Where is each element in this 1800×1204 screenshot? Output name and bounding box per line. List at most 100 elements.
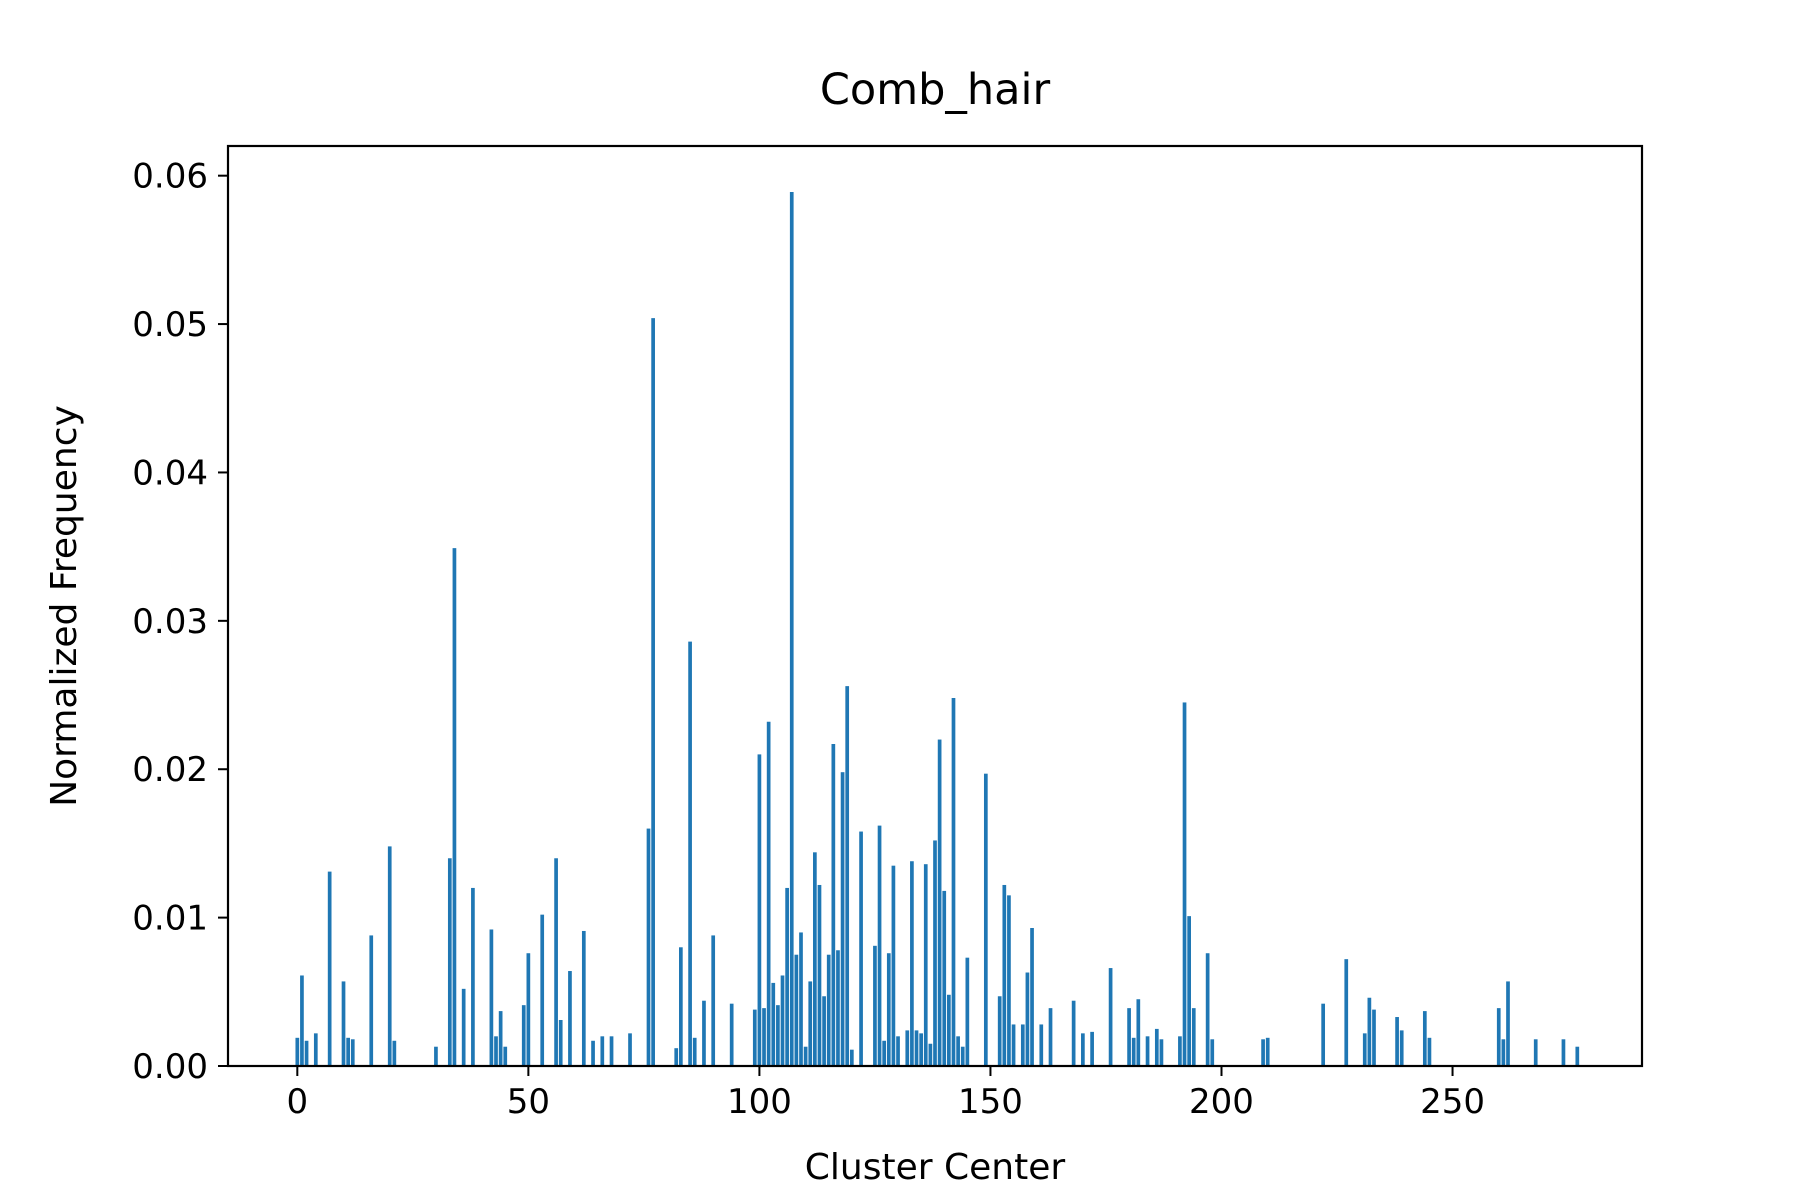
bar (873, 945, 877, 1066)
bar (1030, 928, 1034, 1066)
bar (1561, 1039, 1566, 1066)
bar (503, 1046, 508, 1066)
bar (1187, 916, 1191, 1066)
bar (771, 982, 776, 1066)
bar (817, 884, 822, 1066)
bar (1159, 1039, 1164, 1066)
y-tick-label: 0.01 (132, 899, 208, 939)
bar (905, 1030, 910, 1066)
bar (1182, 702, 1187, 1066)
plot-frame (226, 144, 1644, 1068)
bar (951, 698, 956, 1066)
bars-layer (295, 192, 1580, 1066)
bar (937, 739, 942, 1066)
bar (1210, 1039, 1215, 1066)
bar (896, 1036, 900, 1066)
bar (498, 1011, 503, 1066)
bar (300, 975, 304, 1066)
bar (849, 1049, 854, 1066)
bar (836, 950, 840, 1066)
bar (679, 947, 683, 1066)
bar (674, 1048, 679, 1066)
bar (785, 887, 789, 1066)
bar (581, 930, 586, 1066)
bar (313, 1033, 318, 1066)
bar (346, 1037, 350, 1066)
bar (1011, 1024, 1016, 1066)
bar (826, 954, 831, 1066)
bar (1427, 1037, 1432, 1066)
x-tick-label: 0 (286, 1082, 308, 1122)
bar (891, 865, 896, 1066)
bar (1321, 1003, 1326, 1066)
y-tick-label: 0.00 (132, 1047, 208, 1087)
bar (1367, 997, 1372, 1066)
y-axis-ticks: 0.00 0.01 0.02 0.03 0.04 0.05 0.06 (132, 157, 228, 1087)
bar (1071, 1000, 1076, 1066)
bar (1178, 1036, 1182, 1066)
y-tick-label: 0.04 (132, 453, 208, 493)
bar (1501, 1039, 1506, 1066)
bar (628, 1033, 632, 1066)
bar (1575, 1046, 1580, 1066)
y-tick-label: 0.02 (132, 750, 208, 790)
bar (461, 988, 466, 1066)
bar (766, 721, 771, 1066)
bar (688, 641, 692, 1066)
bar (1362, 1033, 1367, 1066)
bar (471, 887, 475, 1066)
bar (327, 871, 332, 1066)
x-tick-label: 200 (1189, 1082, 1254, 1122)
bar (956, 1036, 960, 1066)
bar (1399, 1030, 1404, 1066)
bar (646, 828, 651, 1066)
bar (1002, 884, 1007, 1066)
bar (1372, 1009, 1376, 1066)
bar (350, 1039, 355, 1066)
bar (1261, 1039, 1265, 1066)
bar (910, 861, 914, 1066)
bar (1145, 1036, 1150, 1066)
bar (452, 548, 457, 1066)
bar (1025, 972, 1030, 1066)
bar (494, 1036, 498, 1066)
bar (392, 1040, 397, 1066)
bar (1108, 968, 1113, 1066)
bar (1506, 981, 1510, 1066)
bar (526, 953, 531, 1066)
bar (983, 773, 988, 1066)
bar (923, 864, 928, 1066)
bar (942, 890, 947, 1066)
bar (692, 1037, 697, 1066)
bar (609, 1036, 614, 1066)
bar (877, 825, 882, 1066)
bar (1039, 1024, 1044, 1066)
bar (1344, 959, 1349, 1066)
bar (757, 754, 762, 1066)
x-axis-label: Cluster Center (805, 1147, 1066, 1188)
bar (295, 1037, 300, 1066)
bar (1090, 1031, 1094, 1066)
bar (1395, 1017, 1399, 1066)
y-tick-label: 0.05 (132, 305, 208, 345)
bar (540, 914, 545, 1066)
bar (933, 840, 937, 1066)
bar (387, 846, 392, 1066)
bar (960, 1046, 965, 1066)
bar (554, 858, 558, 1066)
bar (859, 831, 863, 1066)
bar (822, 996, 826, 1066)
bar (1048, 1008, 1053, 1066)
x-tick-label: 150 (958, 1082, 1023, 1122)
bar (997, 996, 1002, 1066)
bar (1020, 1024, 1025, 1066)
bar (1007, 895, 1011, 1066)
bar (1191, 1008, 1196, 1066)
bar (447, 858, 452, 1066)
bar (886, 953, 891, 1066)
bar (752, 1009, 757, 1066)
bar (1131, 1037, 1136, 1066)
bar (840, 772, 845, 1066)
bar (919, 1033, 923, 1066)
